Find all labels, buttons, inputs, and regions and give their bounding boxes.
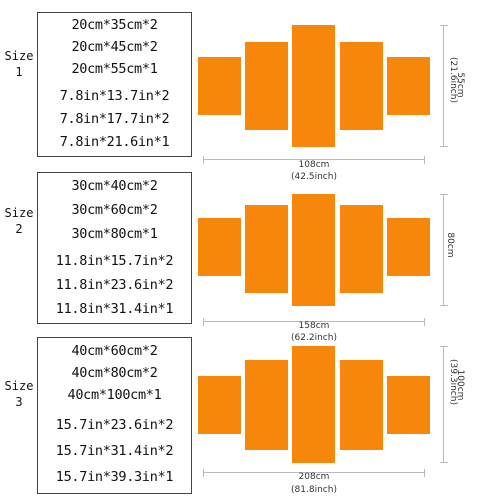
size-2-label-number: 2 — [15, 222, 23, 236]
size-3-spec-line: 15.7in*39.3in*1 — [55, 469, 174, 485]
canvas-panel — [387, 218, 430, 276]
canvas-panel — [245, 360, 288, 450]
canvas-panel — [292, 25, 335, 147]
canvas-panel — [245, 42, 288, 130]
size-2-label: Size 2 — [2, 205, 36, 237]
size-3-height-cm: 100cm — [455, 369, 465, 401]
size-1-spec-line: 20cm*35cm*2 — [71, 17, 158, 33]
size-1-label-number: 1 — [15, 65, 23, 79]
size-3-width-dimension-line — [203, 469, 425, 477]
size-1-spec-line: 7.8in*21.6in*1 — [59, 134, 170, 150]
size-3-spec-line: 15.7in*23.6in*2 — [55, 417, 174, 433]
size-1-spec-line: 7.8in*17.7in*2 — [59, 111, 170, 127]
size-3-width-cm: 208cm — [298, 472, 330, 482]
canvas-panel — [387, 57, 430, 115]
size-1-label-word: Size — [4, 49, 34, 63]
canvas-panel — [340, 205, 383, 293]
size-3-label-number: 3 — [15, 395, 23, 409]
canvas-panel — [245, 205, 288, 293]
size-3-spec-line: 40cm*80cm*2 — [71, 365, 158, 381]
size-2-height-dimension-line — [440, 194, 448, 306]
size-1-spec-box: 20cm*35cm*2 20cm*45cm*2 20cm*55cm*1 7.8i… — [37, 12, 192, 157]
size-1-spec-line: 20cm*55cm*1 — [71, 61, 158, 77]
size-3-spec-box: 40cm*60cm*2 40cm*80cm*2 40cm*100cm*1 15.… — [37, 337, 192, 494]
size-2-label-word: Size — [4, 206, 34, 220]
size-2-spec-line: 11.8in*31.4in*1 — [55, 301, 174, 317]
size-3-label-word: Size — [4, 379, 34, 393]
size-3-label: Size 3 — [2, 378, 36, 410]
size-1-width-cm: 108cm — [298, 160, 330, 170]
size-1-label: Size 1 — [2, 48, 36, 80]
canvas-panel — [387, 376, 430, 434]
size-2-width-dimension-line — [203, 318, 425, 326]
size-2-spec-line: 30cm*40cm*2 — [71, 178, 158, 194]
size-2-spec-line: 30cm*60cm*2 — [71, 202, 158, 218]
size-2-spec-line: 11.8in*15.7in*2 — [55, 253, 174, 269]
canvas-panel — [340, 42, 383, 130]
canvas-panel — [292, 346, 335, 463]
canvas-panel — [198, 376, 241, 434]
size-2-spec-box: 30cm*40cm*2 30cm*60cm*2 30cm*80cm*1 11.8… — [37, 172, 192, 324]
size-2-spec-line: 11.8in*23.6in*2 — [55, 277, 174, 293]
size-3-spec-line: 40cm*60cm*2 — [71, 343, 158, 359]
size-1-height-dimension-line — [440, 25, 448, 147]
canvas-panel — [340, 360, 383, 450]
size-2-width-cm: 158cm — [298, 321, 330, 331]
size-1-height-cm: 55cm — [455, 72, 465, 98]
size-1-spec-line: 7.8in*13.7in*2 — [59, 88, 170, 104]
size-2-spec-line: 30cm*80cm*1 — [71, 226, 158, 242]
size-3-width-inch: (81.8inch) — [291, 485, 337, 495]
canvas-panel — [292, 194, 335, 306]
size-1-width-dimension-line — [203, 156, 425, 164]
size-1-width-inch: (42.5inch) — [291, 172, 337, 182]
size-2-width-inch: (62.2inch) — [291, 333, 337, 343]
size-3-spec-line: 15.7in*31.4in*2 — [55, 443, 174, 459]
size-3-spec-line: 40cm*100cm*1 — [67, 387, 162, 403]
canvas-panel — [198, 218, 241, 276]
size-2-height-cm: 80cm — [445, 232, 455, 258]
canvas-panel — [198, 57, 241, 115]
size-3-height-dimension-line — [440, 346, 448, 463]
size-1-spec-line: 20cm*45cm*2 — [71, 39, 158, 55]
